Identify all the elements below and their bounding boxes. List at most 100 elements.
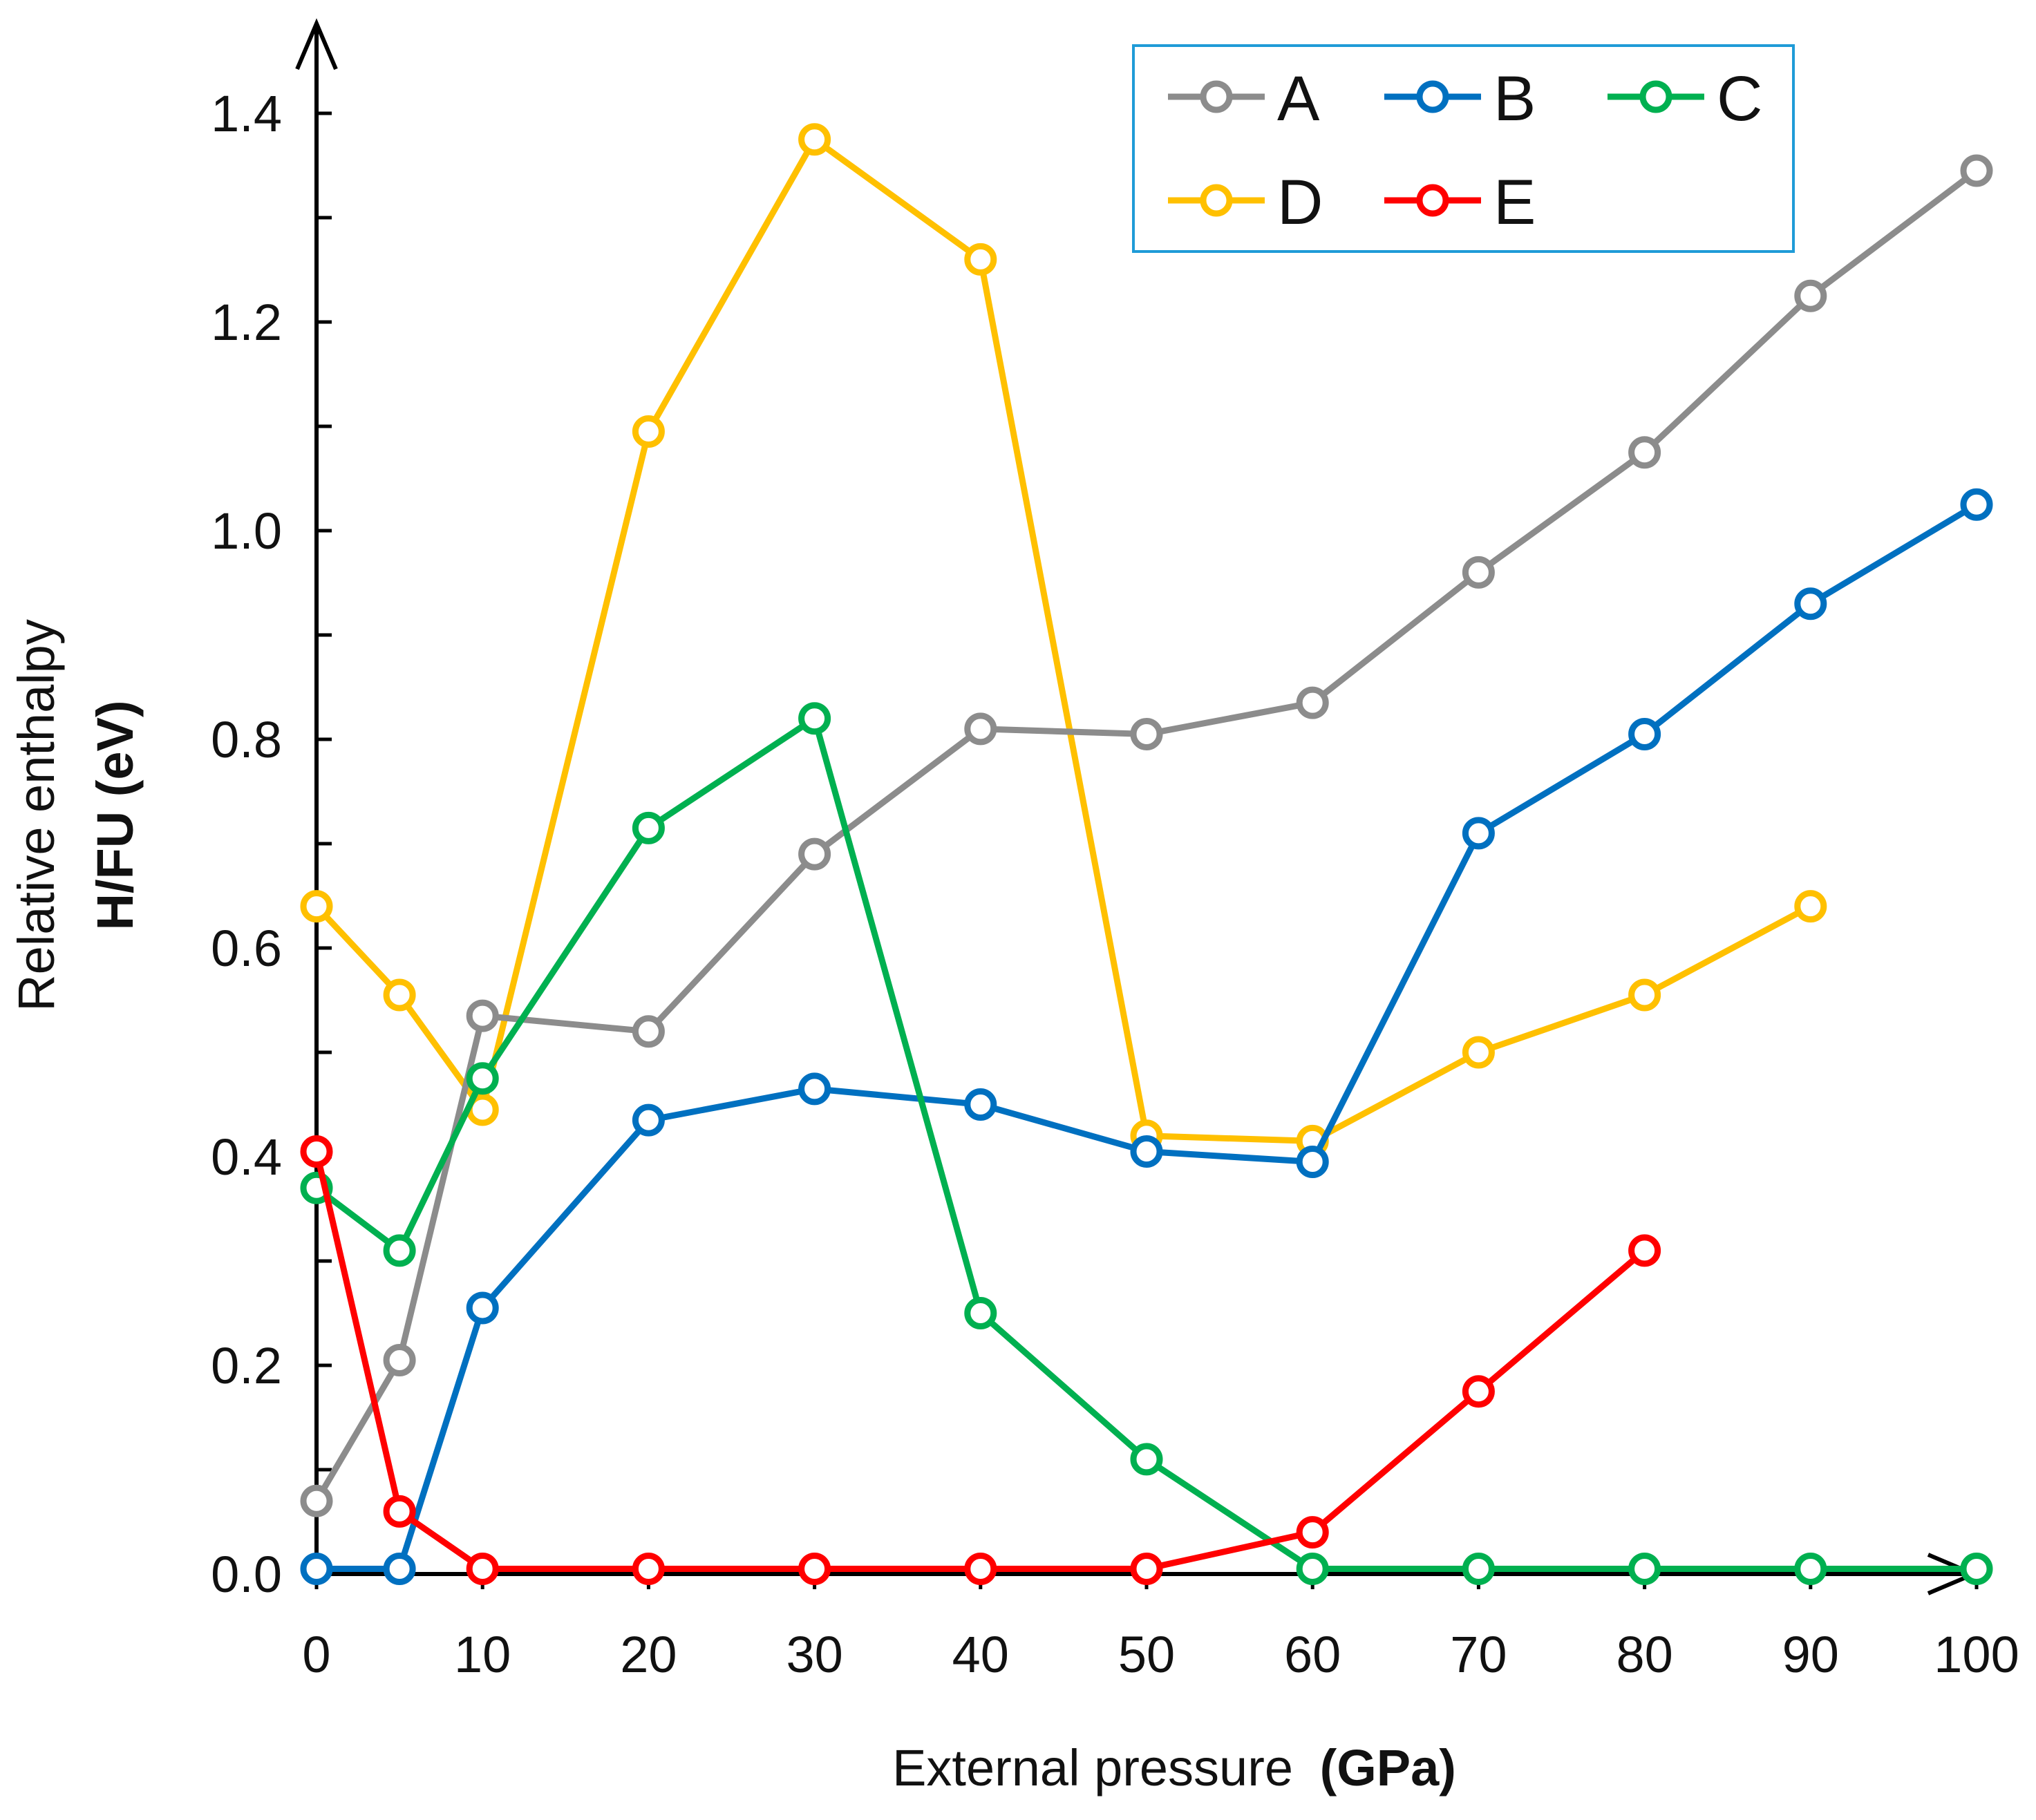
data-point-D (798, 123, 831, 156)
data-point-C (964, 1297, 997, 1329)
data-point-C (383, 1234, 416, 1267)
y-tick-label: 1.4 (211, 85, 282, 142)
data-point-B (1130, 1135, 1163, 1168)
x-tick-label: 0 (302, 1626, 330, 1683)
y-ticks: 0.0 0.2 0.4 0.6 0.8 1.0 1.2 1.4 (211, 85, 332, 1603)
series-B (300, 488, 1993, 1585)
x-axis-title-unit: (GPa) (1320, 1739, 1456, 1797)
y-tick-label: 0.2 (211, 1337, 282, 1394)
data-point-B (1794, 587, 1827, 620)
data-point-D (1628, 978, 1661, 1012)
data-point-E (1296, 1516, 1329, 1549)
series-line-E (313, 1148, 1648, 1572)
data-point-C (632, 811, 665, 844)
data-point-E (798, 1552, 831, 1585)
data-point-C (1130, 1443, 1163, 1476)
x-tick-label: 60 (1284, 1626, 1341, 1683)
series-D (300, 123, 1827, 1157)
legend-item-A: A (1168, 64, 1320, 134)
y-tick-label: 0.4 (211, 1128, 282, 1186)
y-axis-title-line1: Relative enthalpy (8, 619, 65, 1012)
data-point-C (1296, 1552, 1329, 1585)
legend-box (1132, 44, 1795, 253)
data-point-B (1628, 717, 1661, 750)
data-point-A (632, 1015, 665, 1048)
data-point-B (1296, 1146, 1329, 1179)
data-point-A (1462, 556, 1495, 589)
data-point-D (300, 890, 333, 923)
data-point-B (1462, 817, 1495, 850)
y-axis-title-line2: H/FU (eV) (86, 701, 144, 931)
legend-swatch-marker (1200, 80, 1233, 113)
data-point-A (1296, 686, 1329, 719)
legend: A B C D E (1132, 44, 1795, 253)
x-tick-label: 70 (1450, 1626, 1507, 1683)
y-tick-label: 0.0 (211, 1546, 282, 1603)
x-tick-label: 40 (952, 1626, 1009, 1683)
legend-swatch-marker (1416, 184, 1449, 217)
y-tick-label: 1.2 (211, 294, 282, 351)
legend-swatch-marker (1200, 184, 1233, 217)
data-point-B (798, 1072, 831, 1106)
x-tick-label: 90 (1782, 1626, 1839, 1683)
data-point-A (1960, 154, 1993, 187)
data-point-A (383, 1343, 416, 1376)
y-axis-arrow (295, 18, 338, 70)
data-point-D (383, 978, 416, 1012)
y-axis-title: Relative enthalpy H/FU (eV) (8, 619, 144, 1012)
x-ticks: 0 10 20 30 40 50 60 70 80 90 100 (302, 1574, 2019, 1683)
x-tick-label: 30 (786, 1626, 842, 1683)
series-E (300, 1135, 1661, 1585)
x-tick-label: 50 (1118, 1626, 1175, 1683)
legend-label: B (1493, 64, 1536, 134)
y-tick-label: 1.0 (211, 502, 282, 560)
data-point-B (1960, 488, 1993, 521)
data-point-B (300, 1552, 333, 1585)
x-axis-title-main: External pressure (892, 1739, 1293, 1797)
legend-item-B: B (1384, 64, 1536, 134)
y-tick-label: 0.8 (211, 711, 282, 768)
plot-series (300, 123, 1993, 1585)
data-point-B (632, 1103, 665, 1137)
data-point-A (964, 712, 997, 746)
data-point-E (964, 1552, 997, 1585)
legend-swatch-marker (1416, 80, 1449, 113)
data-point-A (1794, 279, 1827, 312)
data-point-E (1130, 1552, 1163, 1585)
data-point-E (466, 1552, 499, 1585)
x-axis-title: External pressure (GPa) (892, 1739, 1456, 1797)
data-point-B (383, 1552, 416, 1585)
data-point-E (1462, 1375, 1495, 1408)
x-tick-label: 10 (454, 1626, 511, 1683)
legend-item-C: C (1608, 64, 1762, 134)
legend-item-E: E (1384, 167, 1536, 238)
series-line-C (313, 715, 1980, 1572)
series-line-B (313, 501, 1980, 1572)
legend-swatch-marker (1639, 80, 1672, 113)
legend-label: C (1717, 64, 1762, 134)
data-point-A (1628, 436, 1661, 469)
y-tick-label: 0.6 (211, 920, 282, 977)
axes: 0 10 20 30 40 50 60 70 80 90 100 0.0 0.2 0.4 0.6 0.8 1.… (211, 18, 2019, 1683)
data-point-A (466, 999, 499, 1032)
data-point-C (466, 1062, 499, 1095)
legend-item-D: D (1168, 167, 1323, 238)
data-point-D (1462, 1036, 1495, 1069)
legend-label: A (1277, 64, 1320, 134)
data-point-B (466, 1291, 499, 1325)
x-tick-label: 80 (1616, 1626, 1672, 1683)
data-point-C (1628, 1552, 1661, 1585)
data-point-E (383, 1495, 416, 1528)
data-point-D (1794, 890, 1827, 923)
x-tick-label: 20 (620, 1626, 677, 1683)
data-point-E (1628, 1234, 1661, 1267)
data-point-D (632, 415, 665, 448)
legend-label: D (1277, 167, 1323, 238)
x-tick-label: 100 (1934, 1626, 2019, 1683)
legend-items: A B C D E (1168, 64, 1762, 238)
data-point-D (964, 243, 997, 276)
data-point-A (798, 837, 831, 871)
